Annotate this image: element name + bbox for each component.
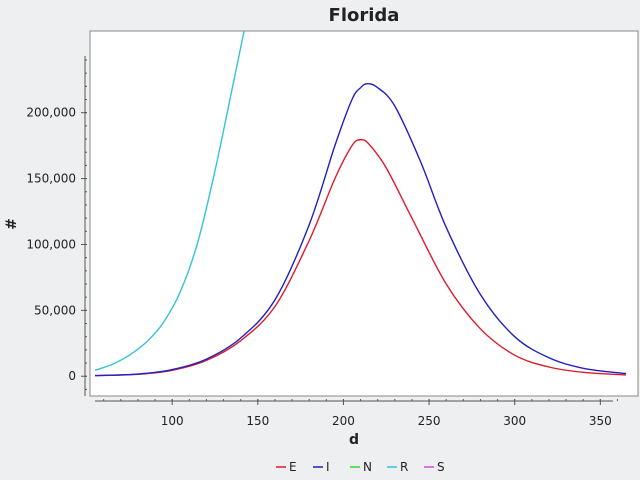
chart-title: Florida: [329, 5, 400, 26]
series-line-I: [95, 82, 627, 377]
y-tick-label: 150,000: [26, 172, 76, 186]
y-tick-label: 50,000: [34, 303, 76, 317]
y-tick-label: 0: [68, 369, 76, 383]
x-tick-label: 300: [503, 414, 526, 428]
series-line-R: [94, 31, 245, 371]
series-lines: [94, 31, 627, 377]
legend-label-E: E: [289, 460, 297, 474]
y-tick-label: 100,000: [26, 237, 76, 251]
legend-label-N: N: [363, 460, 372, 474]
x-tick-label: 100: [161, 414, 184, 428]
x-tick-label: 350: [589, 414, 612, 428]
legend-label-R: R: [400, 460, 408, 474]
x-axis-title: d: [349, 432, 359, 448]
y-axis-title: #: [4, 218, 20, 230]
x-axis: 100 150 200 250 300 350: [95, 399, 618, 428]
x-tick-label: 200: [332, 414, 355, 428]
legend-label-I: I: [326, 460, 330, 474]
legend-label-S: S: [437, 460, 445, 474]
x-tick-label: 150: [246, 414, 269, 428]
x-tick-label: 250: [418, 414, 441, 428]
y-tick-label: 200,000: [26, 106, 76, 120]
y-axis: 0 50,000 100,000 150,000 200,000: [26, 56, 87, 396]
series-line-E: [95, 138, 627, 377]
plot-area: [89, 30, 639, 397]
